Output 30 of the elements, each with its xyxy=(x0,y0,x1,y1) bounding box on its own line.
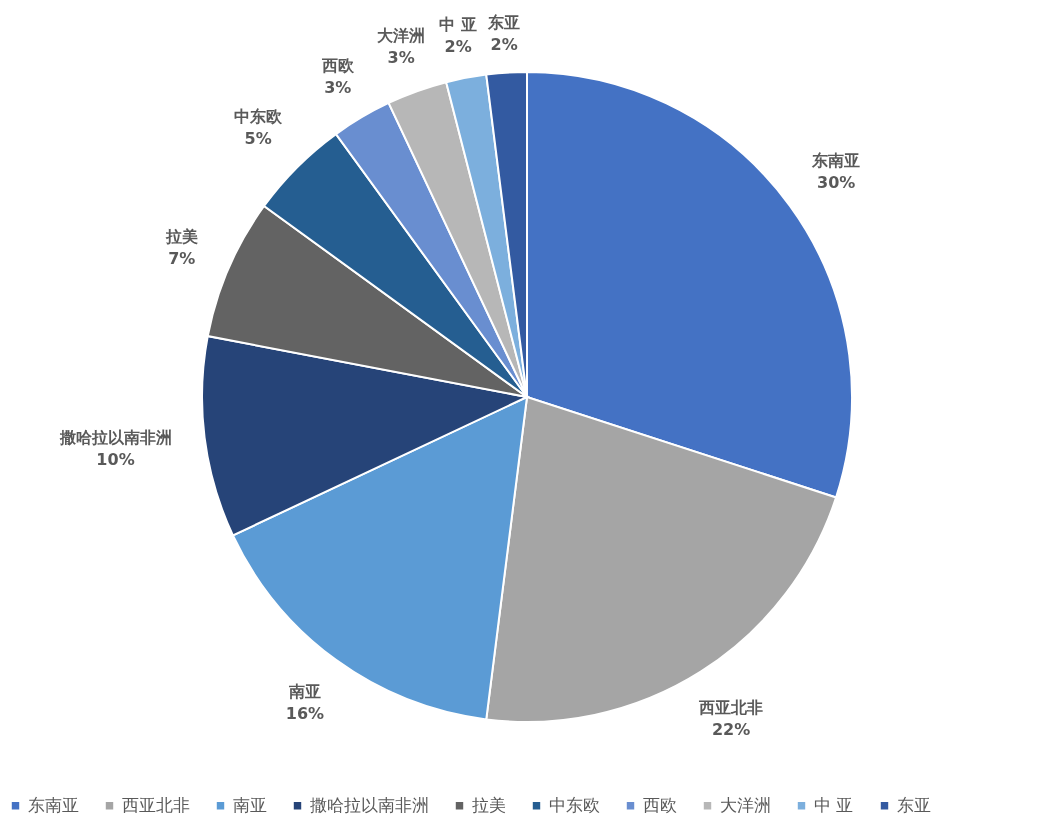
data-label: 3% xyxy=(387,48,415,68)
data-label: 30% xyxy=(817,173,856,193)
data-label: 16% xyxy=(285,703,325,723)
data-label: 3% xyxy=(324,77,352,97)
slice-label: 拉美 xyxy=(164,226,198,246)
legend-label: 西亚北非 xyxy=(122,794,190,815)
slice-label: 中 亚 xyxy=(439,15,477,35)
slice-label: 东亚 xyxy=(487,13,521,33)
data-label: 2% xyxy=(490,35,518,55)
data-label: 10% xyxy=(96,449,135,469)
slice-label: 东南亚 xyxy=(811,151,861,171)
slice-label: 大洋洲 xyxy=(377,26,426,46)
legend-label: 南亚 xyxy=(233,794,267,815)
slice-label: 南亚 xyxy=(287,681,321,701)
legend-label: 中 亚 xyxy=(814,794,854,815)
slice-label: 撒哈拉以南非洲 xyxy=(58,427,172,447)
data-label: 5% xyxy=(244,129,272,149)
legend-label: 撒哈拉以南非洲 xyxy=(310,794,429,815)
data-label: 2% xyxy=(444,37,472,57)
slice-label: 中东欧 xyxy=(234,107,284,127)
legend-label: 大洋洲 xyxy=(720,794,771,815)
legend-label: 西欧 xyxy=(643,794,677,815)
legend-label: 东南亚 xyxy=(28,794,79,815)
legend-label: 中东欧 xyxy=(549,794,600,815)
slice-label: 西欧 xyxy=(320,55,355,75)
data-label: 7% xyxy=(168,248,196,268)
legend-label: 东亚 xyxy=(897,794,931,815)
slice-label: 西亚北非 xyxy=(698,697,764,717)
legend-label: 拉美 xyxy=(472,794,506,815)
data-label: 22% xyxy=(711,719,751,739)
